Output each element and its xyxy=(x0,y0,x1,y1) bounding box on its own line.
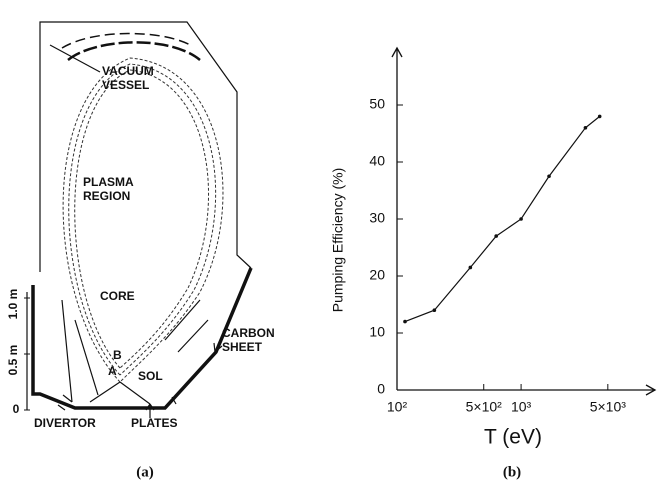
label: CARBON xyxy=(222,326,275,340)
point xyxy=(519,217,523,221)
plasma-boundary xyxy=(62,57,224,383)
point xyxy=(597,114,602,119)
x-tick-label: 5×10² xyxy=(466,399,503,415)
x-axis-label: T (eV) xyxy=(484,426,542,449)
vessel-outline xyxy=(39,21,252,272)
point xyxy=(468,265,473,270)
y-tick-label: 20 xyxy=(369,267,385,283)
carbon-sheet xyxy=(31,267,253,410)
plasma-surface xyxy=(68,63,217,376)
label: VESSEL xyxy=(102,78,149,92)
label: PLASMA xyxy=(83,175,134,189)
label: REGION xyxy=(83,189,130,203)
line xyxy=(404,115,601,323)
x-tick-label: 5×10³ xyxy=(590,399,627,415)
pointer xyxy=(49,44,101,73)
scale-label: 0 xyxy=(13,402,20,416)
label: PLATES xyxy=(131,416,177,430)
label: VACUUM xyxy=(102,64,154,78)
label: B xyxy=(113,348,122,362)
y-tick-label: 10 xyxy=(369,324,385,340)
divertor-leg xyxy=(61,299,209,405)
x-tick-label: 10² xyxy=(387,399,408,415)
scale-label: 1.0 m xyxy=(6,289,20,320)
axis-arrow xyxy=(645,384,657,396)
label: CORE xyxy=(100,289,135,303)
diagram: 1.0 m 0.5 m 0 VACUUM VESSEL PLASMA REGIO… xyxy=(6,21,275,480)
axis-arrow xyxy=(391,46,403,58)
chart: T (eV) Pumping Efficiency (%) (b) 0 10 20 3… xyxy=(330,46,657,480)
x-tick-label: 10³ xyxy=(511,399,532,415)
caption: (a) xyxy=(136,464,154,480)
point xyxy=(403,319,407,324)
pointer xyxy=(57,339,223,418)
point xyxy=(494,234,498,238)
label: DIVERTOR xyxy=(34,416,96,430)
first-wall xyxy=(67,41,201,61)
label: A xyxy=(108,364,117,378)
point xyxy=(583,126,588,130)
caption: (b) xyxy=(503,464,521,480)
scale-tick xyxy=(24,297,30,411)
label: SHEET xyxy=(222,340,263,354)
y-tick-label: 50 xyxy=(369,96,385,112)
label: SOL xyxy=(138,369,163,383)
plasma-surface xyxy=(74,69,210,369)
y-tick-label: 0 xyxy=(377,381,385,397)
scale-label: 0.5 m xyxy=(6,345,20,376)
y-axis-label: Pumping Efficiency (%) xyxy=(330,168,346,312)
y-tick-label: 30 xyxy=(369,210,385,226)
first-wall xyxy=(61,32,193,49)
y-tick-label: 40 xyxy=(369,153,385,169)
point xyxy=(547,174,551,179)
point xyxy=(432,308,437,313)
